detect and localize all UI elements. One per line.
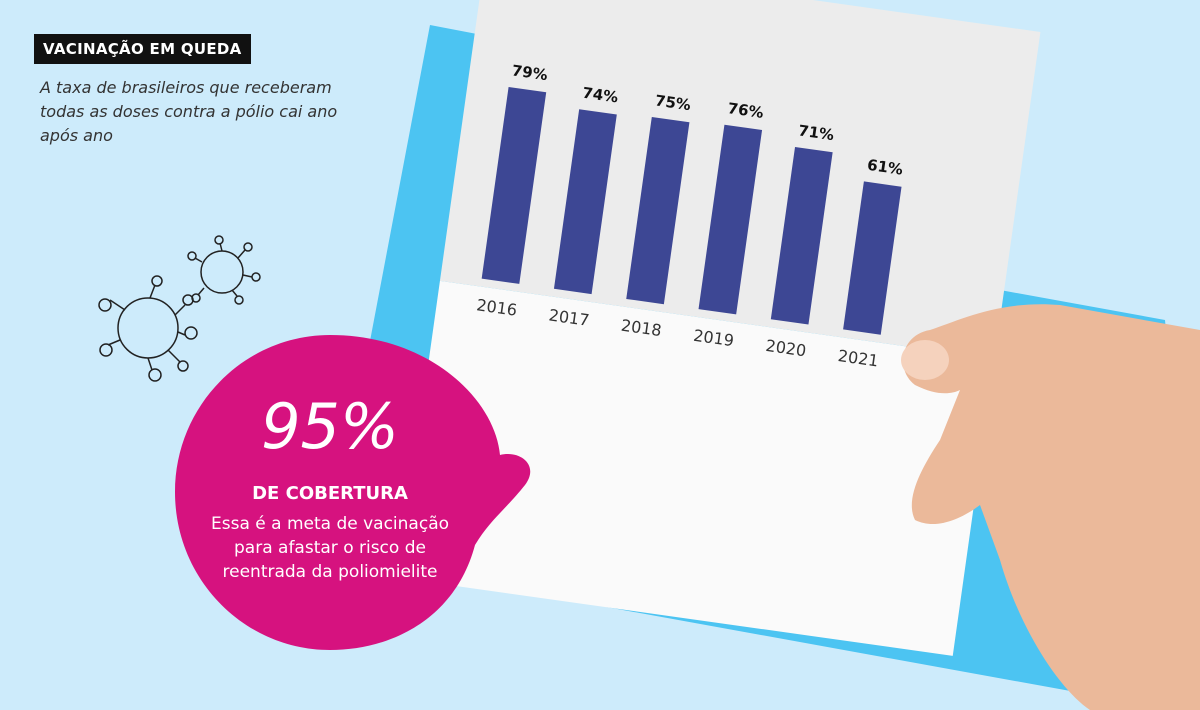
value-label: 79% [511,61,549,84]
callout-bubble [175,335,531,650]
hand [903,304,1200,710]
title: VACINAÇÃO EM QUEDA [34,34,251,64]
value-label: 75% [654,91,692,114]
value-label: 76% [727,99,765,122]
subtitle: A taxa de brasileiros que receberam toda… [40,78,338,145]
plot: 79%201674%201775%201876%201971%202061%20… [475,61,904,370]
callout-heading: DE COBERTURA [252,483,408,504]
value-label: 74% [581,84,619,107]
bar [626,116,690,305]
virus-icons [98,235,261,382]
value-label: 71% [797,121,835,144]
thumbnail [901,340,949,380]
value-label: 61% [866,156,904,179]
bar [698,124,763,315]
bar [843,181,902,335]
callout-text: Essa é a meta de vacinação para afastar … [210,514,450,582]
card: 79%201674%201775%201876%201971%202061%20… [398,0,1041,656]
bar [481,86,547,284]
card-bottom [398,280,995,656]
bar [553,109,617,295]
callout-value: 95% [261,390,399,463]
bar [770,147,833,325]
